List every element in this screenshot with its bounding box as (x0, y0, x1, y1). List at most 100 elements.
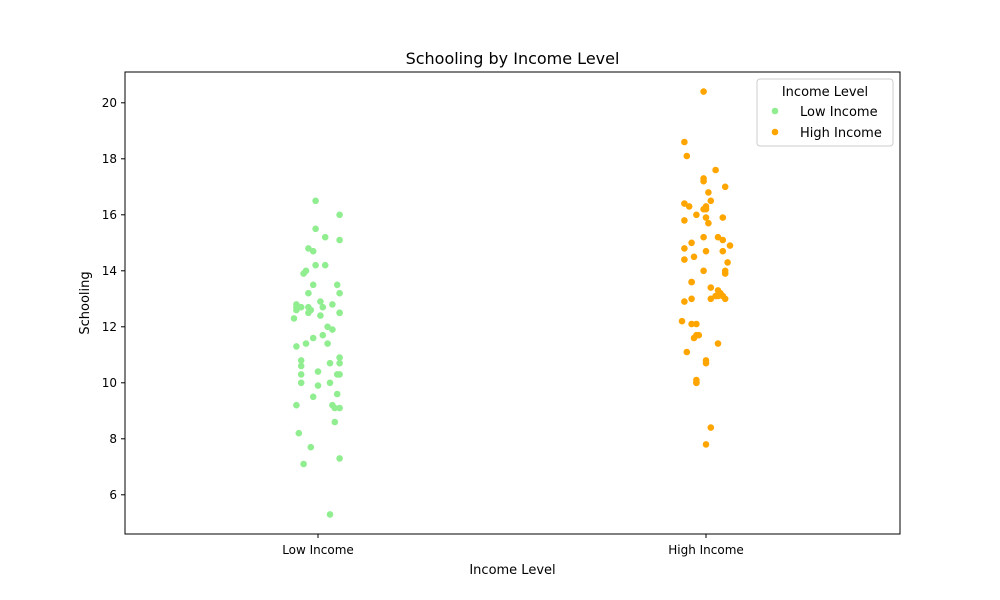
legend-label: High Income (800, 126, 882, 141)
data-point (721, 183, 729, 191)
data-point (293, 401, 300, 409)
data-point (309, 393, 317, 401)
y-tick-label: 14 (102, 264, 117, 278)
data-point (702, 359, 710, 367)
data-point (321, 261, 329, 269)
data-points (290, 88, 734, 518)
data-point (312, 261, 319, 269)
data-point (309, 334, 317, 342)
data-point (719, 236, 727, 244)
data-point (336, 309, 343, 317)
data-point (681, 256, 688, 263)
data-point (690, 253, 698, 261)
legend-frame (756, 78, 894, 147)
series-high-income (678, 88, 734, 448)
data-point (326, 511, 334, 518)
data-point (707, 295, 715, 303)
data-point (683, 348, 691, 356)
data-point (726, 242, 734, 249)
data-point (305, 245, 312, 252)
x-axis-label: Income Level (469, 563, 555, 578)
data-point (309, 281, 317, 289)
data-point (297, 362, 305, 370)
y-tick-label: 6 (109, 488, 117, 502)
y-axis-label: Schooling (78, 271, 93, 334)
y-tick-label: 12 (102, 320, 117, 334)
plot-area: 6 8 10 12 14 16 18 20 Low Income High Income (102, 71, 901, 557)
data-point (690, 334, 698, 342)
x-tick-label: Low Income (282, 543, 354, 557)
y-tick-label: 16 (102, 208, 117, 222)
data-point (290, 315, 298, 322)
data-point (300, 460, 307, 468)
data-point (688, 320, 695, 328)
data-point (336, 455, 343, 462)
data-point (297, 303, 305, 311)
data-point (721, 295, 729, 303)
data-point (302, 340, 310, 347)
data-point (688, 278, 695, 286)
data-point (314, 382, 322, 389)
data-point (312, 197, 319, 205)
data-point (317, 298, 324, 305)
data-point (329, 326, 336, 333)
data-point (683, 152, 691, 160)
data-point (295, 429, 303, 437)
data-point (707, 197, 715, 205)
x-axis: Low Income High Income (282, 534, 744, 557)
data-point (333, 390, 341, 398)
data-point (297, 379, 305, 387)
data-point (700, 177, 707, 185)
data-point (693, 211, 700, 219)
data-point (724, 259, 731, 266)
data-point (321, 233, 329, 241)
data-point (707, 284, 715, 291)
data-point (336, 371, 343, 378)
data-point (293, 306, 300, 314)
data-point (700, 267, 707, 275)
data-point (317, 312, 324, 319)
data-point (324, 323, 331, 331)
data-point (700, 88, 707, 95)
data-point (681, 298, 688, 305)
data-point (305, 289, 312, 297)
data-point (333, 281, 341, 289)
data-point (329, 301, 336, 308)
data-point (336, 289, 343, 297)
data-point (702, 205, 710, 213)
data-point (297, 357, 305, 364)
data-point (314, 368, 322, 375)
legend-items: Low Income High Income (771, 105, 882, 141)
y-tick-label: 18 (102, 152, 117, 166)
data-point (721, 270, 729, 277)
data-point (707, 424, 715, 431)
data-point (336, 211, 343, 219)
legend-label: Low Income (800, 105, 878, 120)
data-point (331, 418, 339, 426)
data-point (719, 214, 727, 221)
data-point (326, 359, 334, 367)
data-point (714, 233, 722, 241)
data-point (693, 320, 700, 328)
data-point (305, 309, 312, 317)
y-axis: 6 8 10 12 14 16 18 20 (102, 96, 125, 502)
data-point (719, 247, 727, 255)
legend-marker (771, 107, 779, 115)
data-point (705, 219, 712, 227)
data-point (309, 247, 317, 255)
data-point (336, 236, 343, 244)
data-point (714, 292, 722, 300)
data-point (681, 200, 688, 207)
data-point (695, 331, 703, 339)
legend-marker (771, 128, 779, 136)
legend-title: Income Level (782, 85, 868, 100)
y-tick-label: 8 (109, 432, 117, 446)
data-point (688, 295, 695, 303)
data-point (312, 225, 319, 233)
y-tick-label: 20 (102, 96, 117, 110)
data-point (693, 379, 700, 387)
y-tick-label: 10 (102, 376, 117, 390)
data-point (331, 404, 339, 412)
x-tick-label: High Income (668, 543, 744, 557)
